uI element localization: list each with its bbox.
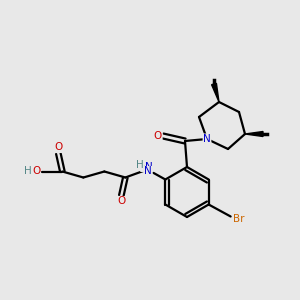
Text: N: N <box>146 161 153 172</box>
Text: H: H <box>141 161 148 172</box>
Text: O: O <box>54 142 62 152</box>
Text: N: N <box>203 134 211 144</box>
Polygon shape <box>245 131 263 136</box>
Text: O: O <box>154 131 162 141</box>
Text: Br: Br <box>233 214 244 224</box>
Text: O: O <box>32 167 41 176</box>
Text: O: O <box>117 196 125 206</box>
Text: H: H <box>136 160 144 170</box>
Text: H: H <box>25 167 32 176</box>
Text: N: N <box>145 167 152 176</box>
Polygon shape <box>212 83 219 102</box>
